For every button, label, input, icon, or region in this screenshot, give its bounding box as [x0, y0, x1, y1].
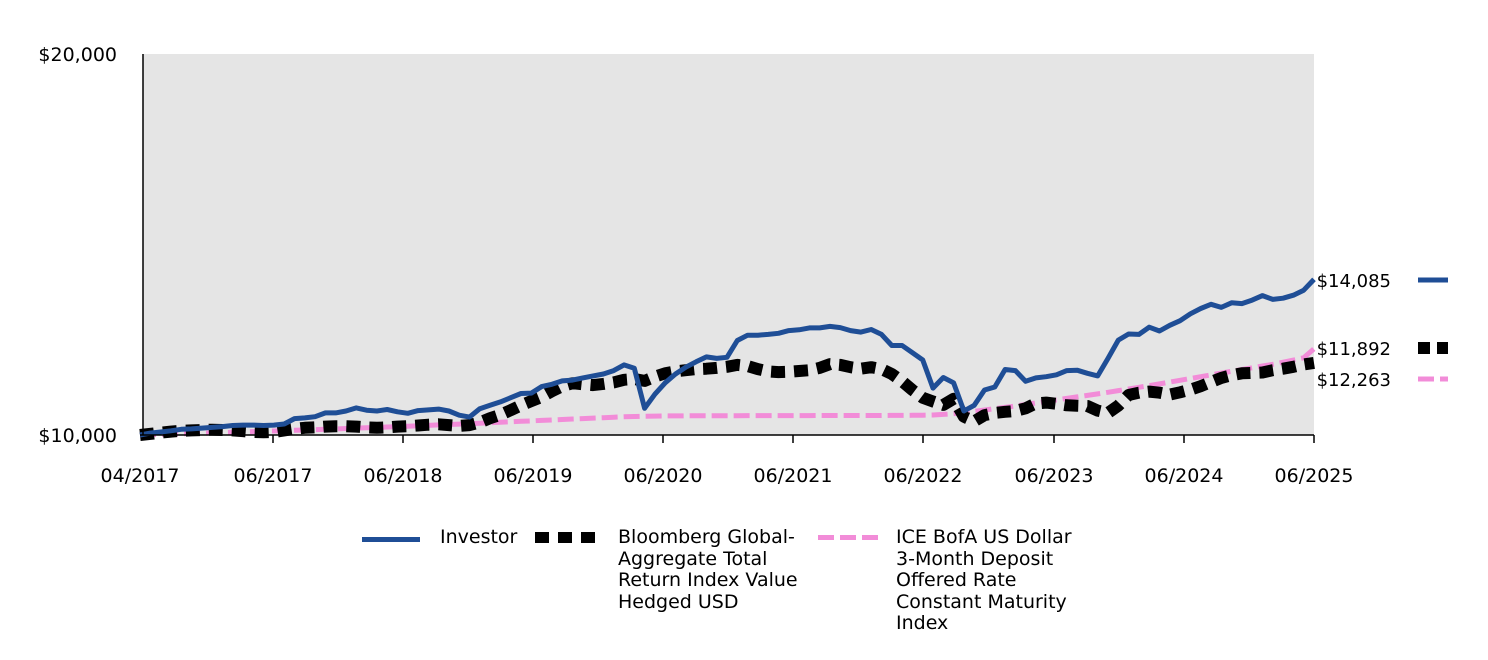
end-label-0: $14,085: [1317, 271, 1391, 292]
legend-swatch-ice-bofa: [818, 535, 878, 540]
plot-area: [143, 54, 1314, 435]
x-axis-ticks: 04/2017 06/2017 06/2018 06/2019 06/2020 06/20…: [101, 435, 1354, 487]
x-tick-label: 06/2017: [234, 465, 313, 487]
x-tick-label: 06/2021: [754, 465, 833, 487]
end-label-1: $11,892: [1317, 339, 1391, 360]
end-label-2: $12,263: [1317, 370, 1391, 391]
x-tick-label: 06/2024: [1145, 465, 1224, 487]
legend-label-bloomberg: Bloomberg Global-Aggregate Total Return …: [618, 526, 798, 613]
series-lines: [139, 277, 1316, 441]
legend-label-investor: Investor: [440, 526, 518, 548]
legend-swatch-investor: [362, 537, 420, 542]
y-axis-ticks: $10,000 $20,000: [38, 44, 117, 447]
y-tick-label: $20,000: [38, 44, 117, 66]
x-tick-label: 06/2025: [1275, 465, 1354, 487]
legend-swatch-bloomberg: [535, 532, 597, 543]
x-tick-label: 06/2020: [624, 465, 703, 487]
y-tick-label: $10,000: [38, 425, 117, 447]
end-labels: $14,085 $11,892 $12,263: [1317, 271, 1448, 391]
x-tick-label: 06/2018: [364, 465, 443, 487]
series-line-0: [139, 277, 1316, 438]
x-tick-label: 06/2022: [884, 465, 963, 487]
x-tick-label: 04/2017: [101, 465, 180, 487]
x-tick-label: 06/2023: [1015, 465, 1094, 487]
x-tick-label: 06/2019: [494, 465, 573, 487]
legend-label-ice-bofa: ICE BofA US Dollar 3-Month Deposit Offer…: [896, 526, 1072, 634]
series-line-2: [139, 346, 1316, 438]
series-line-1: [139, 356, 1315, 441]
